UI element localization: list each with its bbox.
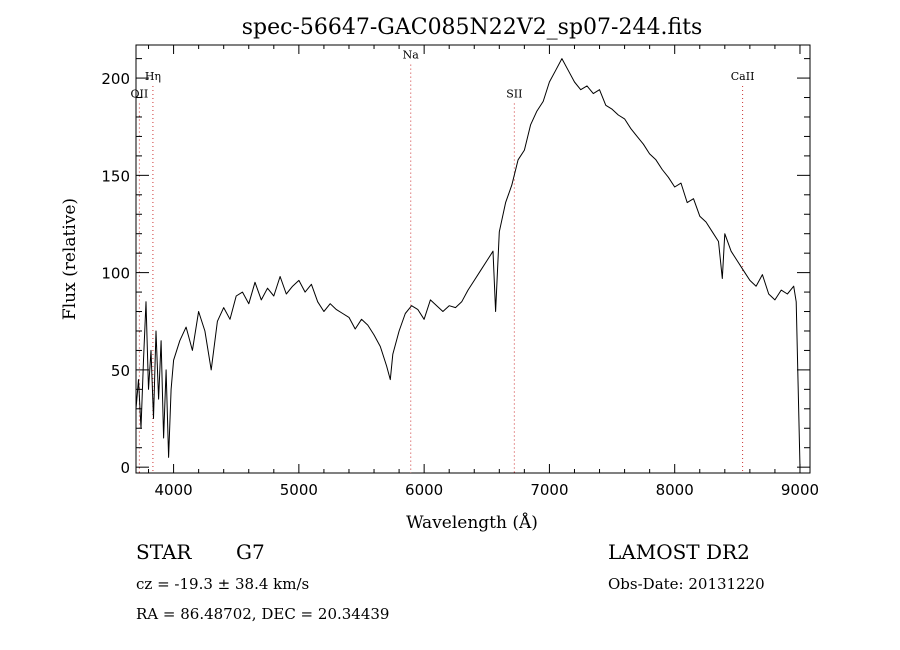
axis-ticks: 4000 5000 6000 7000 8000 9000 0 50 100 150 200: [101, 45, 819, 499]
spectral-line-label: Na: [403, 49, 420, 62]
redshift-text: cz = -19.3 ± 38.4 km/s: [136, 575, 309, 593]
spectral-line-label: OII: [131, 88, 149, 101]
x-tick-label: 7000: [530, 481, 568, 499]
spectral-line-label: CaII: [731, 70, 755, 83]
spectral-line-label: Hη: [145, 70, 161, 83]
object-class: STAR: [136, 540, 192, 564]
x-tick-label: 6000: [405, 481, 443, 499]
y-tick-label: 0: [120, 459, 130, 477]
survey-name: LAMOST DR2: [608, 540, 750, 564]
x-tick-label: 4000: [154, 481, 192, 499]
plot-frame: [135, 44, 811, 474]
chart-title: spec-56647-GAC085N22V2_sp07-244.fits: [242, 15, 703, 40]
x-tick-label: 5000: [280, 481, 318, 499]
x-tick-label: 9000: [781, 481, 819, 499]
y-tick-label: 50: [111, 362, 130, 380]
y-axis-label: Flux (relative): [60, 198, 80, 320]
x-axis-label: Wavelength (Å): [406, 512, 538, 533]
y-tick-label: 200: [101, 70, 130, 88]
x-tick-label: 8000: [656, 481, 694, 499]
spectrum-series: [135, 58, 801, 468]
spectral-line-markers: OII Hη Na SII CaII: [131, 49, 755, 473]
spectrum-line: [135, 58, 801, 468]
spectral-line-label: SII: [506, 88, 522, 101]
coordinates-text: RA = 86.48702, DEC = 20.34439: [136, 605, 389, 623]
y-tick-label: 150: [101, 167, 130, 185]
obs-date-text: Obs-Date: 20131220: [608, 575, 765, 593]
y-tick-label: 100: [101, 265, 130, 283]
subclass: G7: [236, 540, 265, 564]
